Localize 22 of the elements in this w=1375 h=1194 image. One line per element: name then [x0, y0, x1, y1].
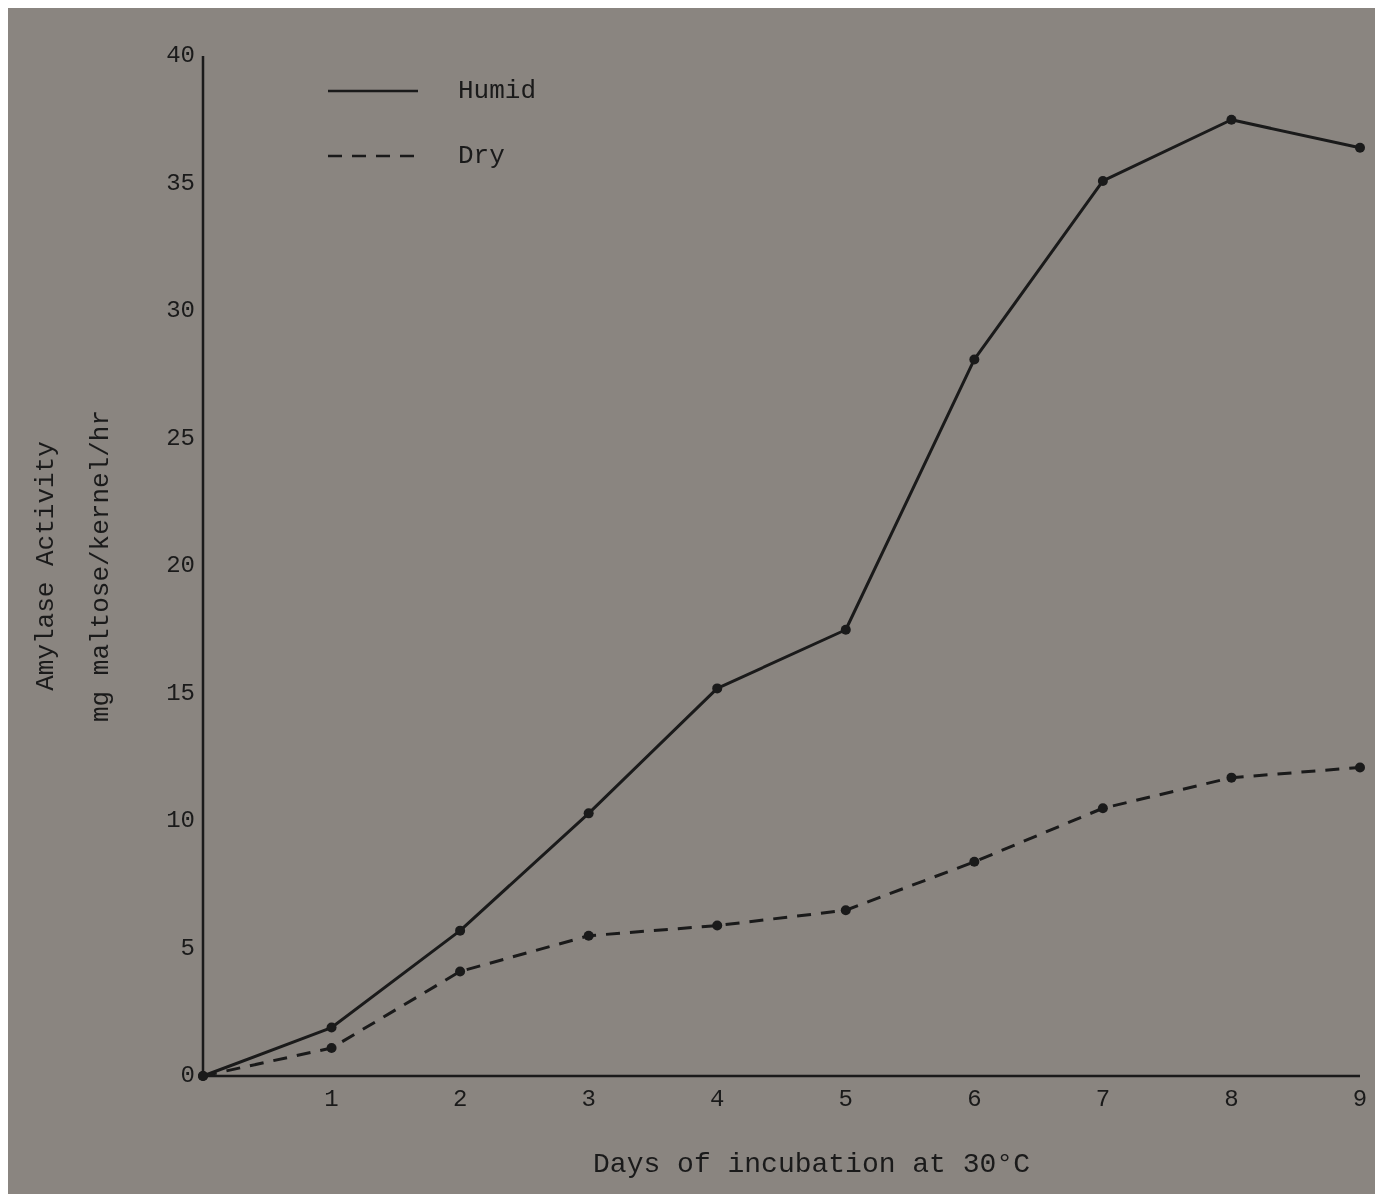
y-tick-label: 20	[166, 552, 195, 580]
y-tick-label: 40	[166, 42, 195, 70]
y-tick-label: 35	[166, 169, 195, 197]
y-tick-label: 0	[180, 1062, 195, 1090]
x-tick-label: 3	[581, 1086, 596, 1113]
x-axis-title: Days of incubation at 30°C	[593, 1149, 1030, 1180]
x-tick-label: 4	[710, 1086, 725, 1113]
x-tick-label: 7	[1095, 1086, 1111, 1113]
y-tick-label: 30	[166, 297, 195, 325]
y-tick-label: 25	[166, 424, 195, 452]
y-tick-label: 5	[180, 934, 195, 962]
x-tick-label: 5	[838, 1086, 853, 1113]
x-tick-label: 6	[967, 1086, 982, 1113]
legend-label: Humid	[458, 75, 537, 106]
legend-label: Dry	[458, 140, 505, 171]
y-tick-label: 15	[166, 679, 195, 707]
x-tick-label: 2	[452, 1086, 468, 1113]
x-tick-label: 8	[1224, 1086, 1239, 1113]
y-tick-label: 10	[166, 807, 195, 835]
x-tick-label: 9	[1352, 1086, 1368, 1113]
x-tick-label: 1	[324, 1086, 339, 1113]
y-axis-title: Amylase Activity mg maltose/kernel/hr	[31, 409, 116, 723]
